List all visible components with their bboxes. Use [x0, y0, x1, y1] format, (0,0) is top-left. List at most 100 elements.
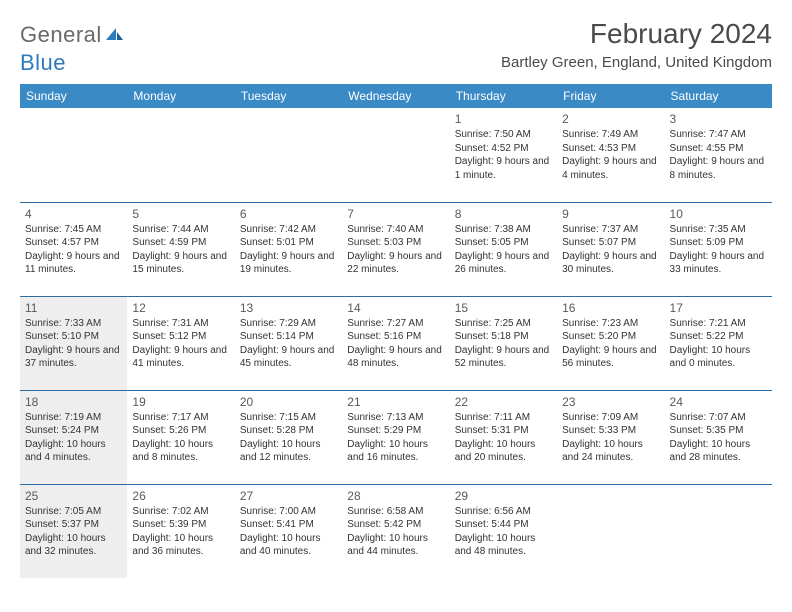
day-number: 8	[455, 207, 552, 221]
calendar-day-cell: 9Sunrise: 7:37 AMSunset: 5:07 PMDaylight…	[557, 202, 664, 296]
calendar-week-row: 11Sunrise: 7:33 AMSunset: 5:10 PMDayligh…	[20, 296, 772, 390]
day-detail: Sunrise: 6:58 AMSunset: 5:42 PMDaylight:…	[347, 505, 444, 559]
calendar-day-cell: 20 Sunrise: 7:15 AMSunset: 5:28 PMDayligh…	[235, 390, 342, 484]
day-detail: Sunrise: 7:02 AMSunset: 5:39 PMDaylight:…	[132, 505, 229, 559]
day-detail: Sunrise: 7:44 AMSunset: 4:59 PMDaylight:…	[132, 223, 229, 277]
calendar-day-cell: 25 Sunrise: 7:05 AMSunset: 5:37 PMDayligh…	[20, 484, 127, 578]
day-detail: Sunrise: 7:17 AMSunset: 5:26 PMDaylight:…	[132, 411, 229, 465]
calendar-week-row: 1Sunrise: 7:50 AMSunset: 4:52 PMDaylight…	[20, 108, 772, 202]
day-number: 15	[455, 301, 552, 315]
day-detail: Sunrise: 7:47 AMSunset: 4:55 PMDaylight:…	[670, 128, 767, 182]
day-header: Sunday	[20, 84, 127, 108]
day-number: 14	[347, 301, 444, 315]
calendar-day-cell: 28 Sunrise: 6:58 AMSunset: 5:42 PMDayligh…	[342, 484, 449, 578]
calendar-week-row: 18 Sunrise: 7:19 AMSunset: 5:24 PMDayligh…	[20, 390, 772, 484]
day-number: 9	[562, 207, 659, 221]
calendar-day-cell: 6 Sunrise: 7:42 AMSunset: 5:01 PMDaylight…	[235, 202, 342, 296]
calendar-empty-cell	[342, 108, 449, 202]
calendar-day-cell: 21 Sunrise: 7:13 AMSunset: 5:29 PMDayligh…	[342, 390, 449, 484]
day-number: 24	[670, 395, 767, 409]
calendar-day-cell: 15 Sunrise: 7:25 AMSunset: 5:18 PMDayligh…	[450, 296, 557, 390]
day-detail: Sunrise: 7:42 AMSunset: 5:01 PMDaylight:…	[240, 223, 337, 277]
day-detail: Sunrise: 7:31 AMSunset: 5:12 PMDaylight:…	[132, 317, 229, 371]
day-number: 10	[670, 207, 767, 221]
day-detail: Sunrise: 7:11 AMSunset: 5:31 PMDaylight:…	[455, 411, 552, 465]
calendar-empty-cell	[235, 108, 342, 202]
calendar-day-cell: 23 Sunrise: 7:09 AMSunset: 5:33 PMDayligh…	[557, 390, 664, 484]
day-number: 13	[240, 301, 337, 315]
day-header: Thursday	[450, 84, 557, 108]
calendar-day-cell: 11Sunrise: 7:33 AMSunset: 5:10 PMDayligh…	[20, 296, 127, 390]
calendar-day-cell: 1Sunrise: 7:50 AMSunset: 4:52 PMDaylight…	[450, 108, 557, 202]
calendar-day-cell: 27 Sunrise: 7:00 AMSunset: 5:41 PMDayligh…	[235, 484, 342, 578]
day-detail: Sunrise: 7:13 AMSunset: 5:29 PMDaylight:…	[347, 411, 444, 465]
calendar-header-row: SundayMondayTuesdayWednesdayThursdayFrid…	[20, 84, 772, 108]
day-detail: Sunrise: 7:05 AMSunset: 5:37 PMDaylight:…	[25, 505, 122, 559]
calendar-week-row: 4Sunrise: 7:45 AMSunset: 4:57 PMDaylight…	[20, 202, 772, 296]
day-detail: Sunrise: 7:19 AMSunset: 5:24 PMDaylight:…	[25, 411, 122, 465]
day-number: 11	[25, 301, 122, 315]
day-detail: Sunrise: 7:00 AMSunset: 5:41 PMDaylight:…	[240, 505, 337, 559]
calendar-day-cell: 13 Sunrise: 7:29 AMSunset: 5:14 PMDayligh…	[235, 296, 342, 390]
calendar-week-row: 25 Sunrise: 7:05 AMSunset: 5:37 PMDayligh…	[20, 484, 772, 578]
day-detail: Sunrise: 7:21 AMSunset: 5:22 PMDaylight:…	[670, 317, 767, 371]
day-number: 5	[132, 207, 229, 221]
day-detail: Sunrise: 7:27 AMSunset: 5:16 PMDaylight:…	[347, 317, 444, 371]
day-header: Friday	[557, 84, 664, 108]
day-detail: Sunrise: 7:29 AMSunset: 5:14 PMDaylight:…	[240, 317, 337, 371]
day-number: 26	[132, 489, 229, 503]
calendar-day-cell: 18 Sunrise: 7:19 AMSunset: 5:24 PMDayligh…	[20, 390, 127, 484]
day-number: 12	[132, 301, 229, 315]
day-number: 3	[670, 112, 767, 126]
day-number: 25	[25, 489, 122, 503]
day-number: 19	[132, 395, 229, 409]
calendar-day-cell: 7 Sunrise: 7:40 AMSunset: 5:03 PMDaylight…	[342, 202, 449, 296]
calendar-empty-cell	[557, 484, 664, 578]
page-title: February 2024	[501, 18, 772, 50]
day-number: 22	[455, 395, 552, 409]
day-detail: Sunrise: 7:23 AMSunset: 5:20 PMDaylight:…	[562, 317, 659, 371]
day-detail: Sunrise: 7:15 AMSunset: 5:28 PMDaylight:…	[240, 411, 337, 465]
logo-text: GeneralBlue	[20, 22, 124, 76]
day-detail: Sunrise: 6:56 AMSunset: 5:44 PMDaylight:…	[455, 505, 552, 559]
logo-text-blue: Blue	[20, 50, 66, 75]
day-detail: Sunrise: 7:50 AMSunset: 4:52 PMDaylight:…	[455, 128, 552, 182]
day-detail: Sunrise: 7:35 AMSunset: 5:09 PMDaylight:…	[670, 223, 767, 277]
day-header: Monday	[127, 84, 234, 108]
day-number: 29	[455, 489, 552, 503]
day-number: 18	[25, 395, 122, 409]
day-number: 21	[347, 395, 444, 409]
day-detail: Sunrise: 7:40 AMSunset: 5:03 PMDaylight:…	[347, 223, 444, 277]
calendar-day-cell: 10 Sunrise: 7:35 AMSunset: 5:09 PMDayligh…	[665, 202, 772, 296]
day-detail: Sunrise: 7:49 AMSunset: 4:53 PMDaylight:…	[562, 128, 659, 182]
calendar-empty-cell	[665, 484, 772, 578]
calendar-day-cell: 8 Sunrise: 7:38 AMSunset: 5:05 PMDaylight…	[450, 202, 557, 296]
calendar-day-cell: 19 Sunrise: 7:17 AMSunset: 5:26 PMDayligh…	[127, 390, 234, 484]
calendar-day-cell: 12 Sunrise: 7:31 AMSunset: 5:12 PMDayligh…	[127, 296, 234, 390]
calendar-day-cell: 16 Sunrise: 7:23 AMSunset: 5:20 PMDayligh…	[557, 296, 664, 390]
logo: GeneralBlue	[20, 22, 124, 76]
day-number: 16	[562, 301, 659, 315]
calendar-day-cell: 3 Sunrise: 7:47 AMSunset: 4:55 PMDaylight…	[665, 108, 772, 202]
day-header: Tuesday	[235, 84, 342, 108]
day-number: 17	[670, 301, 767, 315]
logo-sail-icon	[104, 22, 124, 48]
calendar-table: SundayMondayTuesdayWednesdayThursdayFrid…	[20, 84, 772, 578]
day-detail: Sunrise: 7:25 AMSunset: 5:18 PMDaylight:…	[455, 317, 552, 371]
calendar-day-cell: 24 Sunrise: 7:07 AMSunset: 5:35 PMDayligh…	[665, 390, 772, 484]
day-detail: Sunrise: 7:38 AMSunset: 5:05 PMDaylight:…	[455, 223, 552, 277]
day-number: 28	[347, 489, 444, 503]
day-number: 2	[562, 112, 659, 126]
calendar-day-cell: 4Sunrise: 7:45 AMSunset: 4:57 PMDaylight…	[20, 202, 127, 296]
day-number: 6	[240, 207, 337, 221]
calendar-day-cell: 22 Sunrise: 7:11 AMSunset: 5:31 PMDayligh…	[450, 390, 557, 484]
day-number: 27	[240, 489, 337, 503]
day-number: 20	[240, 395, 337, 409]
day-number: 4	[25, 207, 122, 221]
day-number: 23	[562, 395, 659, 409]
calendar-day-cell: 26 Sunrise: 7:02 AMSunset: 5:39 PMDayligh…	[127, 484, 234, 578]
day-detail: Sunrise: 7:09 AMSunset: 5:33 PMDaylight:…	[562, 411, 659, 465]
day-detail: Sunrise: 7:07 AMSunset: 5:35 PMDaylight:…	[670, 411, 767, 465]
calendar-day-cell: 2 Sunrise: 7:49 AMSunset: 4:53 PMDaylight…	[557, 108, 664, 202]
day-number: 7	[347, 207, 444, 221]
